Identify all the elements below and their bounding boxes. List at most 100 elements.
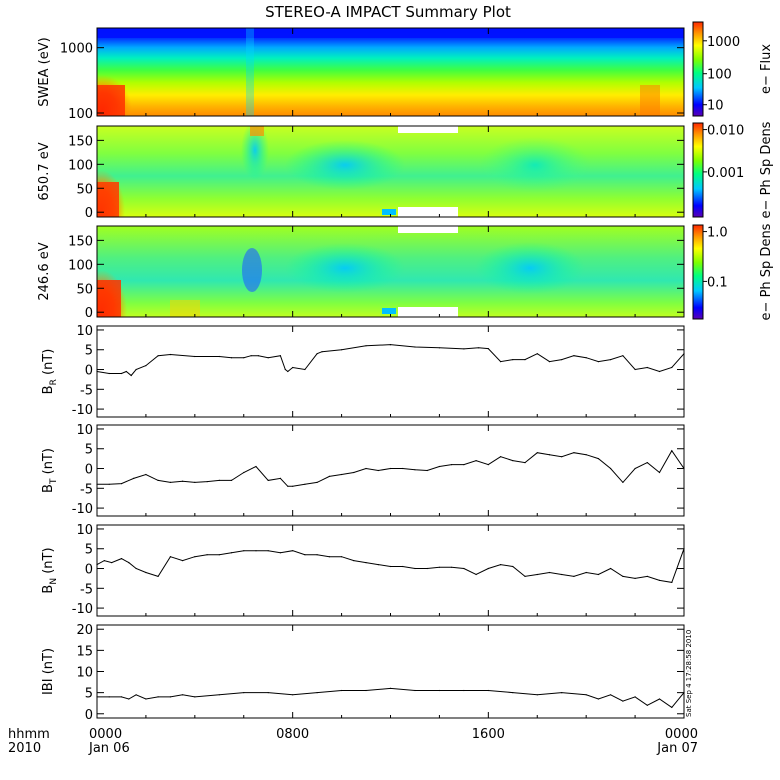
data-point-bt xyxy=(561,456,563,458)
data-point-bt xyxy=(487,464,489,466)
data-point-bt xyxy=(451,464,453,466)
data-point-bn xyxy=(610,567,612,570)
y-tick-label: 50 xyxy=(76,182,93,197)
series-line-bt xyxy=(97,449,685,487)
spectrogram-ylabel: 650.7 eV xyxy=(37,142,52,200)
colorbar-label: e− Flux xyxy=(759,44,774,94)
y-tick-label: 100 xyxy=(68,258,93,273)
data-point-bmag xyxy=(120,696,123,698)
y-tick-label: 10 xyxy=(76,324,93,339)
data-point-br xyxy=(548,361,551,363)
data-point-bt xyxy=(585,454,587,456)
colorbar-tick-label: 1.0 xyxy=(707,226,728,241)
data-point-bn xyxy=(120,558,123,560)
line-panel-ylabel: BT (nT) xyxy=(41,448,59,493)
y-tick-label: 50 xyxy=(76,282,93,297)
y-tick-label: 0 xyxy=(85,306,93,321)
y-tick-label: -10 xyxy=(72,602,93,617)
data-point-bn xyxy=(671,581,673,584)
data-point-bmag xyxy=(194,696,196,698)
data-point-bt xyxy=(243,471,245,474)
data-point-br xyxy=(524,359,526,361)
data-point-bmag xyxy=(561,692,563,694)
colorbar-tick-label: 100 xyxy=(707,68,732,83)
data-point-bt xyxy=(658,471,661,474)
data-point-br xyxy=(622,355,624,357)
data-point-bn xyxy=(103,560,105,562)
data-point-br xyxy=(341,349,343,351)
spectrogram-ylabel: SWEA (eV) xyxy=(37,37,52,106)
data-point-bmag xyxy=(536,694,538,696)
data-point-bt xyxy=(255,465,257,468)
y-tick-label: 150 xyxy=(68,234,93,249)
colorbar-pad246 xyxy=(692,224,704,320)
data-point-bn xyxy=(316,554,318,556)
colorbar-tick-label: 0.1 xyxy=(707,275,728,290)
data-point-bn xyxy=(304,554,306,556)
y-tick-label: -5 xyxy=(80,482,93,497)
data-point-bt xyxy=(402,467,404,470)
data-point-bt xyxy=(230,479,233,481)
data-point-br xyxy=(610,359,612,361)
data-point-br xyxy=(536,353,538,355)
data-point-bt xyxy=(646,462,648,464)
y-tick-label: 10 xyxy=(76,523,93,538)
data-point-bt xyxy=(353,471,355,474)
data-point-br xyxy=(157,355,159,357)
y-tick-label: 1000 xyxy=(60,42,93,57)
data-point-bn xyxy=(328,556,330,558)
data-point-bt xyxy=(500,456,502,458)
data-point-bn xyxy=(255,550,257,552)
y-tick-label: 5 xyxy=(85,543,93,558)
y-tick-label: 20 xyxy=(76,623,93,638)
time-tick-label: 0000 xyxy=(665,727,698,742)
colorbar-swea xyxy=(692,21,704,117)
data-point-br xyxy=(321,351,323,353)
data-point-br xyxy=(646,366,648,369)
pad246-spectrogram xyxy=(97,226,684,317)
data-point-bt xyxy=(548,454,551,456)
data-point-bn xyxy=(561,573,563,576)
data-point-bn xyxy=(279,552,281,554)
data-point-bt xyxy=(194,481,196,483)
data-point-bmag xyxy=(169,696,171,698)
data-point-bt xyxy=(328,475,330,477)
y-tick-label: 0 xyxy=(85,463,93,478)
data-point-br xyxy=(267,357,269,359)
data-point-bmag xyxy=(182,694,184,696)
data-point-bmag xyxy=(292,694,294,696)
data-point-bt xyxy=(414,469,416,471)
data-point-bn xyxy=(487,567,489,570)
data-point-br xyxy=(230,357,233,359)
data-point-bn xyxy=(536,573,538,576)
data-point-bmag xyxy=(135,694,137,696)
data-point-br xyxy=(463,348,465,350)
data-point-bmag xyxy=(622,700,624,702)
data-point-br xyxy=(478,347,480,349)
data-point-bmag xyxy=(316,692,318,694)
swea-spectrogram xyxy=(97,28,684,116)
y-tick-label: 0 xyxy=(85,206,93,221)
data-point-bmag xyxy=(108,696,110,698)
data-point-br xyxy=(414,346,416,348)
data-point-bt xyxy=(145,473,147,476)
data-point-bn xyxy=(218,554,220,556)
data-point-bmag xyxy=(658,698,661,700)
data-point-br xyxy=(671,366,673,369)
data-point-bmag xyxy=(145,698,147,700)
line-panel-ylabel: BN (nT) xyxy=(41,547,59,593)
data-point-bn xyxy=(157,575,159,578)
series-line-bn xyxy=(96,548,685,583)
data-point-br xyxy=(292,366,294,369)
data-point-bt xyxy=(287,485,289,487)
data-point-bn xyxy=(585,571,587,574)
y-tick-label: 5 xyxy=(85,687,93,702)
data-point-bt xyxy=(292,485,294,487)
data-point-br xyxy=(304,368,306,371)
data-point-bmag xyxy=(463,689,465,692)
data-point-bn xyxy=(341,556,343,558)
y-tick-label: 0 xyxy=(85,708,93,723)
data-point-bmag xyxy=(610,694,612,696)
